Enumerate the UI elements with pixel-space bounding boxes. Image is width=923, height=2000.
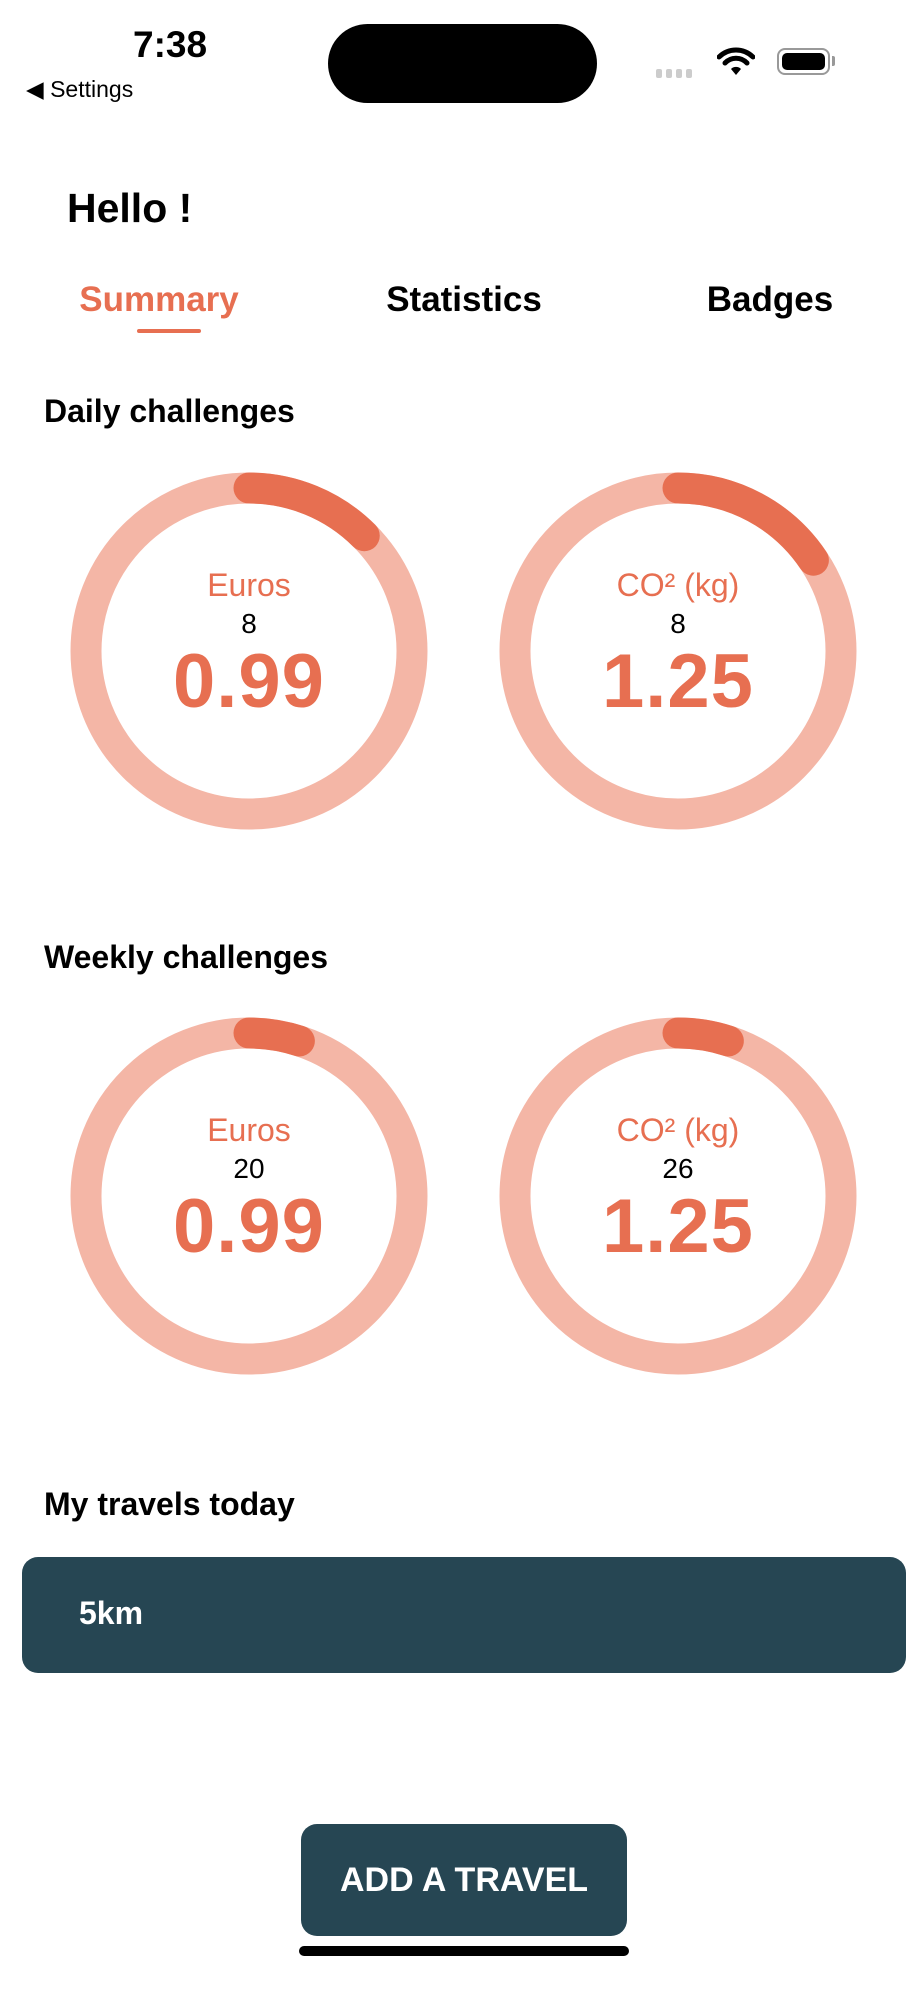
ring-label: Euros [207, 567, 291, 603]
ring-progress [233, 472, 380, 552]
daily-ring-1: CO² (kg) 8 1.25 [498, 471, 858, 836]
progress-ring [499, 1017, 857, 1375]
ring-count: 26 [662, 1153, 694, 1184]
dynamic-island [328, 24, 597, 103]
ring-progress [662, 1017, 744, 1057]
back-arrow-icon: ◀ [26, 76, 44, 102]
progress-ring [70, 472, 428, 830]
status-time: 7:38 [133, 24, 208, 65]
ring-content: Euros 8 0.99 [69, 567, 429, 725]
travel-item[interactable]: 5km [22, 1557, 906, 1673]
weekly-challenges-title: Weekly challenges [44, 939, 328, 975]
ring-label: Euros [207, 1112, 291, 1148]
ring-content: CO² (kg) 8 1.25 [498, 567, 858, 725]
tab-badges[interactable]: Badges [706, 280, 834, 319]
ring-value: 0.99 [173, 639, 325, 724]
cellular-signal-icon [656, 69, 692, 78]
battery-tip [832, 56, 835, 66]
weekly-ring-1: CO² (kg) 26 1.25 [498, 1016, 858, 1381]
back-label: Settings [50, 76, 134, 102]
progress-ring [70, 1017, 428, 1375]
home-indicator [299, 1946, 629, 1956]
ring-count: 8 [670, 608, 686, 639]
ring-label: CO² (kg) [616, 567, 740, 603]
ring-content: CO² (kg) 26 1.25 [498, 1112, 858, 1270]
ring-value: 1.25 [602, 639, 754, 724]
tab-summary[interactable]: Summary [79, 280, 239, 319]
ring-value: 1.25 [602, 1184, 754, 1269]
battery-icon [777, 48, 830, 75]
daily-challenges-title: Daily challenges [44, 393, 295, 429]
wifi-icon [717, 47, 755, 75]
ring-count: 8 [241, 608, 257, 639]
ring-content: Euros 20 0.99 [69, 1112, 429, 1270]
tab-statistics[interactable]: Statistics [386, 280, 542, 319]
daily-ring-0: Euros 8 0.99 [69, 471, 429, 836]
ring-label: CO² (kg) [616, 1112, 740, 1148]
travel-distance: 5km [79, 1595, 144, 1631]
weekly-ring-0: Euros 20 0.99 [69, 1016, 429, 1381]
active-tab-indicator [137, 329, 201, 333]
ring-count: 20 [233, 1153, 265, 1184]
back-to-settings[interactable]: ◀ Settings [26, 76, 133, 103]
add-travel-button[interactable]: ADD A TRAVEL [301, 1824, 627, 1936]
travels-title: My travels today [44, 1486, 295, 1522]
greeting-title: Hello ! [67, 185, 193, 231]
ring-progress [233, 1017, 315, 1057]
ring-value: 0.99 [173, 1184, 325, 1269]
ring-progress [662, 472, 829, 576]
progress-ring [499, 472, 857, 830]
